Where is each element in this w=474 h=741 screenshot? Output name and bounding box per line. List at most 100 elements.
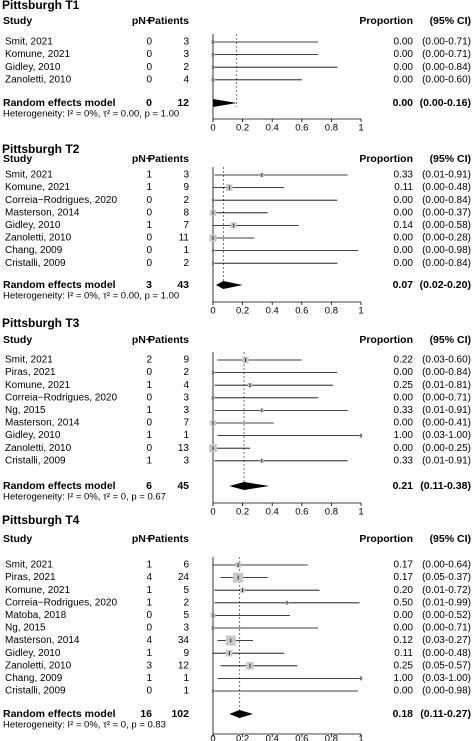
study-ci: (0.00-0.48)	[422, 182, 471, 193]
summary-diamond	[215, 281, 243, 289]
x-tick-label: 0.8	[325, 123, 338, 134]
x-tick-label: 0.2	[236, 734, 249, 741]
study-proportion: 0.00	[394, 195, 414, 206]
study-patients: 3	[183, 37, 189, 48]
study-pn: 1	[146, 430, 152, 441]
study-pn: 1	[146, 597, 152, 608]
study-pn: 0	[146, 686, 152, 697]
x-tick-label: 0.2	[236, 507, 249, 518]
study-ci: (0.00-0.64)	[422, 560, 471, 571]
study-name: Masterson, 2014	[5, 418, 80, 429]
study-patients: 2	[183, 195, 189, 206]
study-ci: (0.00-0.84)	[422, 62, 471, 73]
study-proportion: 0.11	[394, 648, 413, 659]
study-ci: (0.01-0.91)	[422, 170, 471, 181]
study-name: Masterson, 2014	[5, 207, 80, 218]
study-ci: (0.00-0.60)	[422, 74, 471, 85]
study-ci: (0.00-0.71)	[422, 49, 471, 60]
study-name: Cristalli, 2009	[5, 455, 66, 466]
x-tick-label: 0.4	[266, 507, 279, 518]
header-study: Study	[3, 15, 32, 27]
study-name: Correia−Rodrigues, 2020	[5, 392, 117, 403]
summary-pn: 3	[146, 279, 152, 291]
summary-diamond	[213, 99, 237, 107]
study-pn: 2	[146, 355, 152, 366]
study-name: Cristalli, 2009	[5, 686, 66, 697]
summary-pn: 16	[140, 708, 152, 720]
study-proportion: 0.17	[394, 572, 414, 583]
study-name: Smit, 2021	[5, 560, 53, 571]
study-patients: 1	[183, 245, 189, 256]
study-name: Smit, 2021	[5, 37, 53, 48]
study-pn: 0	[146, 207, 152, 218]
summary-ci: (0.00-0.16)	[420, 97, 471, 109]
study-name: Zanoletti, 2010	[5, 443, 72, 454]
study-proportion: 0.00	[394, 392, 414, 403]
header-pn: pN+	[132, 334, 152, 346]
study-patients: 6	[183, 560, 189, 571]
study-proportion: 0.00	[394, 245, 414, 256]
x-tick-label: 0.2	[236, 123, 249, 134]
study-proportion: 0.00	[394, 443, 414, 454]
study-proportion: 0.22	[394, 355, 414, 366]
study-proportion: 0.00	[394, 62, 414, 73]
study-ci: (0.03-0.60)	[422, 355, 471, 366]
study-patients: 5	[183, 610, 189, 621]
study-ci: (0.05-0.57)	[422, 660, 471, 671]
study-pn: 1	[146, 648, 152, 659]
study-proportion: 0.00	[394, 207, 414, 218]
study-ci: (0.00-0.84)	[422, 367, 471, 378]
x-tick-label: 0.6	[295, 306, 308, 317]
summary-ci: (0.11-0.27)	[420, 708, 471, 720]
study-pn: 0	[146, 49, 152, 60]
study-proportion: 0.14	[394, 220, 414, 231]
header-patients: Patients	[148, 153, 189, 165]
study-proportion: 0.00	[394, 686, 414, 697]
study-ci: (0.05-0.37)	[422, 572, 471, 583]
study-proportion: 0.00	[394, 49, 414, 60]
summary-diamond	[229, 710, 253, 718]
header-proportion: Proportion	[359, 153, 413, 165]
study-ci: (0.00-0.98)	[422, 245, 471, 256]
study-patients: 1	[183, 430, 189, 441]
study-proportion: 0.33	[394, 405, 414, 416]
study-pn: 1	[146, 455, 152, 466]
study-ci: (0.01-0.72)	[422, 585, 471, 596]
summary-label: Random effects model	[3, 708, 116, 720]
study-ci: (0.00-0.37)	[422, 207, 471, 218]
x-tick-label: 0.4	[266, 123, 279, 134]
study-name: Gidley, 2010	[5, 648, 61, 659]
study-pn: 0	[146, 392, 152, 403]
summary-pn: 6	[146, 480, 152, 492]
study-patients: 1	[183, 686, 189, 697]
summary-ci: (0.02-0.20)	[420, 279, 471, 291]
study-name: Ng, 2015	[5, 623, 46, 634]
study-pn: 1	[146, 380, 152, 391]
study-pn: 0	[146, 245, 152, 256]
study-proportion: 1.00	[394, 430, 414, 441]
header-ci: (95% CI)	[430, 533, 471, 545]
header-ci: (95% CI)	[430, 153, 471, 165]
x-tick-label: 0.8	[325, 507, 338, 518]
x-tick-label: 0.2	[236, 306, 249, 317]
study-patients: 2	[183, 258, 189, 269]
study-ci: (0.03-1.00)	[422, 673, 471, 684]
study-pn: 1	[146, 560, 152, 571]
header-patients: Patients	[148, 334, 189, 346]
study-name: Gidley, 2010	[5, 430, 61, 441]
study-name: Komune, 2021	[5, 585, 70, 596]
study-patients: 7	[183, 220, 189, 231]
study-name: Piras, 2021	[5, 572, 56, 583]
study-patients: 1	[183, 673, 189, 684]
study-pn: 0	[146, 367, 152, 378]
study-ci: (0.00-0.58)	[422, 220, 471, 231]
study-name: Chang, 2009	[5, 245, 63, 256]
x-tick-label: 1	[358, 123, 363, 134]
x-tick-label: 0.6	[295, 123, 308, 134]
x-tick-label: 0	[210, 306, 215, 317]
study-ci: (0.01-0.81)	[422, 380, 471, 391]
study-ci: (0.01-0.99)	[422, 597, 471, 608]
study-patients: 9	[183, 182, 189, 193]
